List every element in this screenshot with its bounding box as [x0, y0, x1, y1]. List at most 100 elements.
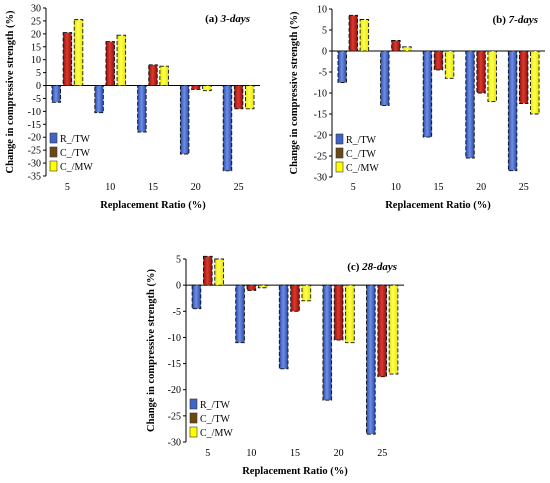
bar-c-mw-20 [345, 284, 355, 344]
y-axis-label: Change in compressive strength (%) [5, 10, 16, 173]
legend-label-c-mw: C_/MW [200, 428, 233, 439]
bar-c-mw-20 [487, 50, 497, 102]
legend-label-r-tw: R_/TW [60, 134, 91, 145]
bar-r-tw-5 [337, 50, 347, 83]
y-tick-label: -15 [168, 359, 181, 370]
y-tick-label: -30 [168, 438, 181, 449]
panel-title-prefix: (a) [205, 13, 221, 25]
y-tick-label: 15 [31, 42, 41, 53]
y-axis-label: Change in compressive strength (%) [289, 11, 300, 174]
panel-title: (b) 7-days [492, 14, 538, 26]
bar-r-tw-5 [51, 85, 62, 103]
y-tick-label: 20 [31, 29, 41, 40]
bar-c-tw-5 [202, 255, 213, 286]
x-tick-label: 10 [246, 448, 256, 459]
panel-title-days: 3-days [220, 13, 250, 25]
y-tick-label: -10 [168, 333, 181, 344]
x-tick-label: 5 [351, 182, 356, 193]
y-tick-label: -20 [168, 385, 181, 396]
y-tick-label: -5 [319, 68, 327, 79]
x-tick-label: 10 [391, 182, 401, 193]
y-tick-label: -15 [28, 120, 41, 131]
y-tick-label: -25 [28, 146, 41, 157]
legend-swatch-r-tw [335, 133, 344, 145]
bar-c-tw-25 [233, 85, 244, 110]
bar-c-tw-20 [191, 85, 201, 90]
bar-c-mw-15 [301, 284, 312, 302]
bar-r-tw-25 [366, 284, 376, 435]
y-tick-label: -25 [168, 411, 181, 422]
bar-c-mw-25 [388, 284, 399, 375]
panel-title-prefix: (c) [347, 261, 362, 273]
bar-r-tw-15 [278, 284, 289, 370]
bar-c-mw-5 [214, 258, 224, 286]
y-tick-label: -5 [33, 94, 41, 105]
y-tick-label: -10 [314, 89, 327, 100]
legend-label-r-tw: R_/TW [200, 400, 231, 411]
y-tick-label: -5 [173, 307, 181, 318]
bar-c-tw-15 [290, 284, 300, 312]
legend-swatch-c-mw [335, 161, 344, 173]
y-tick-label: 5 [36, 68, 41, 79]
bar-c-mw-25 [530, 50, 540, 115]
bar-r-tw-15 [422, 50, 433, 138]
bar-c-tw-5 [62, 32, 73, 86]
x-tick-label: 20 [191, 182, 201, 193]
bar-r-tw-20 [322, 284, 333, 401]
y-tick-label: 10 [317, 5, 327, 16]
x-tick-label: 20 [334, 448, 344, 459]
y-tick-label: -20 [314, 131, 327, 142]
legend-label-c-tw: C_/TW [200, 414, 231, 425]
bar-r-tw-10 [380, 50, 390, 107]
chart-panel-b: 10 5 0 -5 -10 -15 -20 -25 -30 Change in compressi… [289, 5, 545, 211]
y-tick-label: -10 [28, 107, 41, 118]
bar-c-tw-15 [433, 50, 444, 71]
panel-title-days: 7-days [509, 14, 538, 26]
bar-r-tw-5 [191, 284, 202, 310]
bar-c-tw-20 [476, 50, 486, 94]
bar-c-mw-15 [444, 50, 455, 79]
bar-c-mw-5 [73, 19, 84, 86]
x-tick-label: 20 [476, 182, 486, 193]
bar-c-mw-15 [159, 65, 169, 86]
legend-swatch-c-mw [49, 160, 58, 172]
bar-r-tw-25 [507, 50, 518, 172]
x-tick-label: 15 [290, 448, 300, 459]
x-tick-label: 10 [105, 182, 115, 193]
bar-c-tw-10 [246, 284, 257, 291]
y-tick-label: -35 [28, 172, 41, 183]
legend-swatch-c-tw [49, 146, 58, 158]
y-tick-label: 30 [31, 4, 41, 15]
bar-c-mw-5 [359, 19, 370, 52]
y-tick-label: -30 [314, 173, 327, 184]
y-tick-label: 5 [322, 26, 327, 37]
bar-c-tw-25 [518, 50, 529, 104]
x-tick-label: 15 [148, 182, 158, 193]
legend-label-c-tw: C_/TW [346, 149, 377, 160]
bar-c-mw-20 [202, 85, 212, 92]
bar-r-tw-20 [465, 50, 475, 159]
bar-c-tw-10 [391, 40, 401, 52]
panel-title-days: 28-days [361, 261, 397, 273]
x-tick-label: 15 [434, 182, 444, 193]
y-tick-label: -30 [28, 159, 41, 170]
bar-c-tw-5 [348, 14, 359, 52]
bar-c-mw-10 [116, 34, 127, 86]
legend-label-c-mw: C_/MW [346, 163, 379, 174]
bar-c-mw-10 [257, 284, 268, 289]
y-tick-label: 0 [322, 47, 327, 58]
panel-title: (c) 28-days [347, 261, 397, 273]
x-tick-label: 5 [205, 448, 210, 459]
bar-c-tw-25 [377, 284, 388, 378]
legend-swatch-r-tw [189, 398, 198, 410]
legend-label-c-tw: C_/TW [60, 148, 91, 159]
legend-label-r-tw: R_/TW [346, 135, 377, 146]
chart-panel-c: 5 0 -5 -10 -15 -20 -25 -30 Change in compressive… [146, 255, 404, 477]
y-tick-label: 5 [176, 255, 181, 266]
bar-c-tw-15 [148, 64, 158, 86]
y-tick-label: 0 [36, 81, 41, 92]
legend-swatch-c-tw [335, 147, 344, 159]
legend-swatch-c-tw [189, 412, 198, 424]
y-tick-label: 0 [176, 281, 181, 292]
bar-r-tw-25 [222, 85, 233, 172]
